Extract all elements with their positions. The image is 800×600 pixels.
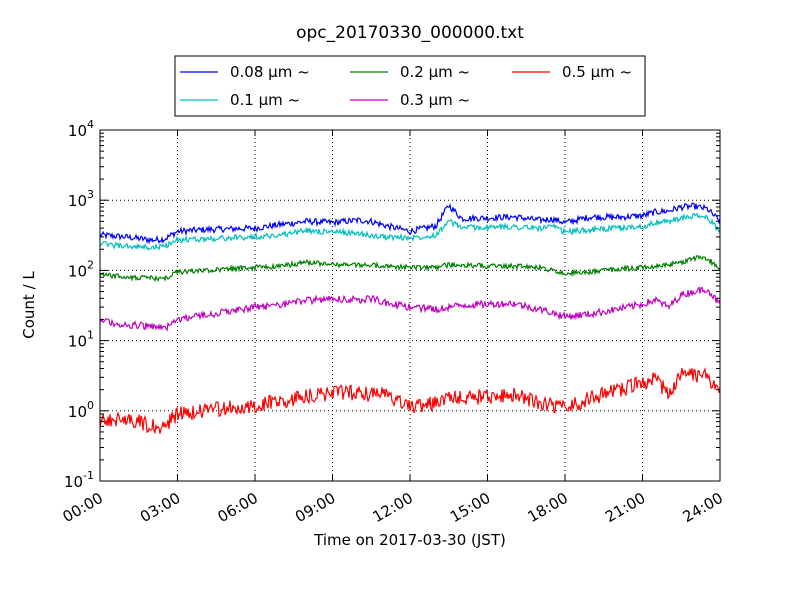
y-tick-label: 103: [68, 188, 94, 210]
x-tick-labels: 00:00 03:00 06:00 09:00 12:00 15:00 18:00 21:00…: [60, 489, 726, 526]
x-tick-label: 03:00: [137, 489, 183, 526]
series-line-2: [99, 212, 721, 251]
x-tick-label: 15:00: [447, 489, 493, 526]
series-line-1: [99, 202, 721, 245]
x-tick-label: 06:00: [215, 489, 261, 526]
legend-box: [174, 55, 646, 117]
legend: 0.08 μm ~ 0.1 μm ~ 0.2 μm ~ 0.3 μm ~ 0.5 μm …: [174, 55, 646, 117]
x-axis-label: Time on 2017-03-30 (JST): [313, 531, 506, 549]
y-tick-label: 100: [68, 399, 94, 421]
y-tick-label: 102: [68, 258, 94, 280]
y-tick-label: 10-1: [64, 469, 94, 491]
y-tick-label: 104: [68, 118, 94, 140]
y-axis-label: Count / L: [20, 271, 38, 339]
legend-label: 0.2 μm ~: [400, 63, 470, 81]
x-tick-label: 00:00: [60, 489, 106, 526]
x-tick-label: 18:00: [525, 489, 571, 526]
series-line-5: [99, 367, 721, 435]
x-tick-label: 12:00: [370, 489, 416, 526]
series-line-4: [99, 286, 721, 332]
x-tick-label: 24:00: [680, 489, 726, 526]
series-line-3: [99, 255, 721, 283]
y-tick-label: 101: [68, 329, 94, 351]
series-lines: [99, 202, 721, 435]
x-tick-label: 21:00: [602, 489, 648, 526]
x-tick-label: 09:00: [292, 489, 338, 526]
chart-title: opc_20170330_000000.txt: [296, 23, 524, 43]
legend-label: 0.1 μm ~: [230, 91, 300, 109]
y-tick-labels: 10-1 100 101 102 103 104: [64, 118, 94, 491]
axis-ticks: [99, 129, 721, 482]
legend-label: 0.5 μm ~: [562, 63, 632, 81]
legend-label: 0.08 μm ~: [230, 63, 310, 81]
legend-label: 0.3 μm ~: [400, 91, 470, 109]
